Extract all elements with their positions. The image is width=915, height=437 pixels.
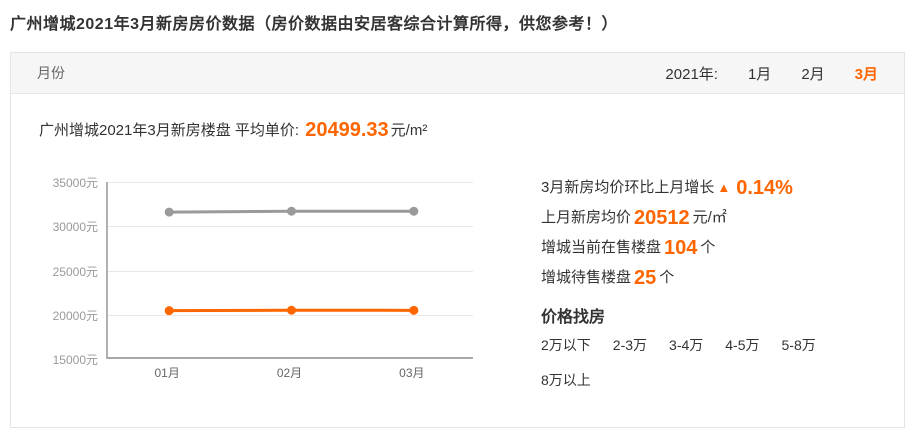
gridline	[108, 270, 473, 272]
price-trend-chart[interactable]	[106, 182, 473, 359]
price-range-link[interactable]: 4-5万	[725, 337, 760, 353]
month-toolbar: 月份 2021年: 1月 2月 3月	[11, 53, 904, 94]
price-search-heading: 价格找房	[541, 309, 606, 326]
page-title: 广州增城2021年3月新房房价数据（房价数据由安居客综合计算所得，供您参考！）	[10, 16, 618, 33]
stat-last-month-price: 上月新房均价 20512 元/㎡	[541, 207, 727, 229]
x-tick-label: 02月	[276, 366, 303, 380]
gridline	[108, 314, 473, 316]
y-tick-label: 35000元	[52, 176, 98, 190]
year-label: 2021年:	[665, 65, 718, 83]
data-point[interactable]	[409, 305, 419, 315]
chart-title-prefix: 广州增城2021年3月新房楼盘	[39, 122, 231, 139]
price-range-link[interactable]: 3-4万	[669, 337, 704, 353]
month-tab[interactable]: 2月	[801, 65, 825, 83]
avg-price-unit: 元/m²	[390, 122, 428, 139]
stat-mom-growth: 3月新房均价环比上月增长 ▲ 0.14%	[541, 177, 793, 199]
stat-on-sale-count: 增城当前在售楼盘 104 个	[541, 237, 716, 259]
price-range-links: 2万以下 2-3万 3-4万 4-5万 5-8万 8万以上	[541, 335, 871, 390]
price-range-link[interactable]: 2-3万	[612, 337, 648, 353]
data-point[interactable]	[287, 305, 296, 315]
data-point[interactable]	[164, 207, 174, 217]
y-tick-label: 30000元	[52, 220, 98, 235]
month-tab[interactable]: 1月	[747, 65, 772, 83]
price-range-link[interactable]: 5-8万	[781, 337, 816, 353]
data-point[interactable]	[287, 206, 296, 216]
series-gray_line	[164, 206, 419, 217]
month-tabs: 2021年: 1月 2月 3月	[665, 63, 878, 84]
y-tick-label: 20000元	[52, 308, 98, 323]
chart-canvas	[164, 206, 419, 316]
price-range-link[interactable]: 8万以上	[541, 372, 591, 388]
y-tick-label: 15000元	[52, 353, 98, 367]
y-tick-label: 25000元	[52, 264, 98, 279]
data-point[interactable]	[409, 206, 419, 216]
gridline	[108, 226, 473, 228]
x-tick-label: 01月	[154, 366, 180, 380]
month-label: 月份	[37, 65, 65, 81]
series-orange_line	[164, 305, 419, 316]
data-point[interactable]	[164, 306, 174, 316]
gridline	[108, 182, 473, 183]
avg-price-label: 平均单价:	[234, 122, 300, 139]
chart-title: 广州增城2021年3月新房楼盘 平均单价: 20499.33 元/m²	[39, 119, 427, 142]
x-tick-label: 03月	[399, 366, 425, 380]
stat-upcoming-count: 增城待售楼盘 25 个	[541, 267, 675, 289]
avg-price-value: 20499.33	[305, 119, 389, 141]
price-data-card: 月份 2021年: 1月 2月 3月 广州增城2021年3月新房楼盘 平均单价: 2…	[10, 52, 905, 428]
month-tab[interactable]: 3月	[854, 65, 878, 83]
price-range-link[interactable]: 2万以下	[541, 337, 591, 353]
up-triangle-icon: ▲	[717, 180, 731, 195]
